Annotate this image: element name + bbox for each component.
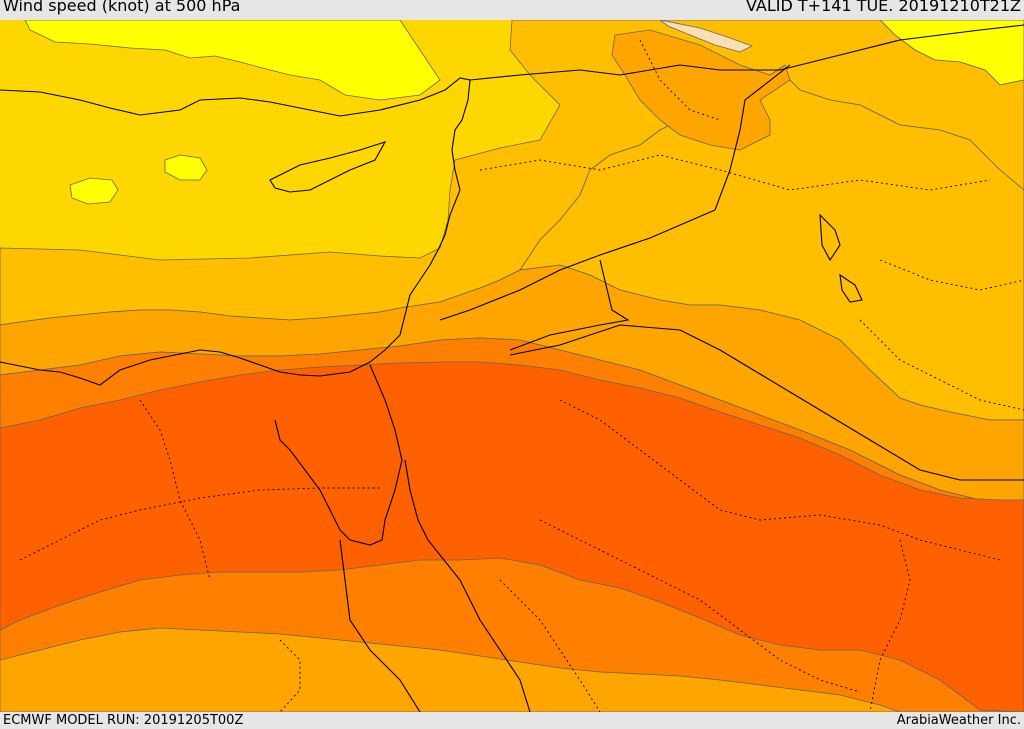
credit: ArabiaWeather Inc. bbox=[896, 713, 1021, 728]
footer-bar: ECMWF MODEL RUN: 20191205T00Z ArabiaWeat… bbox=[0, 712, 1024, 729]
coastlines bbox=[0, 24, 1024, 712]
admin-borders bbox=[19, 39, 1024, 712]
map-title: Wind speed (knot) at 500 hPa bbox=[3, 0, 241, 15]
header-bar: Wind speed (knot) at 500 hPa VALID T+141… bbox=[0, 0, 1024, 20]
band-amber-south bbox=[0, 627, 901, 712]
valid-time: VALID T+141 TUE. 20191210T21Z bbox=[745, 0, 1021, 15]
band-light-yellow-west bbox=[24, 20, 441, 101]
band-amber-north bbox=[611, 29, 791, 151]
islet-light-1 bbox=[69, 177, 119, 205]
band-deep-orange bbox=[0, 361, 1024, 712]
islet-light-2 bbox=[164, 154, 208, 181]
model-run: ECMWF MODEL RUN: 20191205T00Z bbox=[3, 713, 244, 728]
band-peak bbox=[659, 20, 754, 53]
wind-speed-map[interactable] bbox=[0, 20, 1024, 712]
